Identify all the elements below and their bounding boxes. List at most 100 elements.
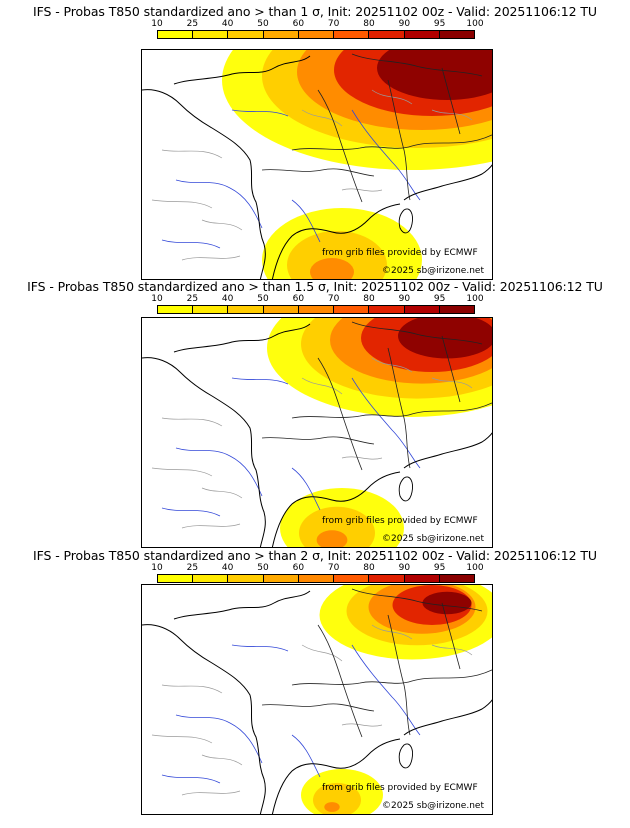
colorbar-tick-label: 25: [186, 19, 199, 29]
colorbar-swatch: [228, 31, 264, 38]
colorbar-swatch: [263, 306, 299, 313]
corsica-outline: [398, 476, 413, 502]
admin-boundary: [161, 684, 223, 694]
admin-boundary: [151, 199, 213, 209]
colorbar-swatch: [334, 575, 370, 582]
coastline: [173, 590, 311, 620]
colorbar-swatch: [369, 575, 405, 582]
colorbar-swatch: [404, 31, 440, 38]
river: [291, 199, 321, 243]
colorbar-tick-label: 50: [257, 19, 269, 29]
admin-boundary: [181, 523, 241, 529]
river: [175, 714, 263, 764]
river: [351, 109, 421, 201]
colorbar-tick-label: 70: [327, 563, 340, 573]
country-border: [317, 357, 363, 471]
country-border: [441, 67, 461, 135]
admin-boundary: [301, 377, 343, 395]
colorbar-swatch: [298, 575, 335, 582]
colorbar-tick-label: 90: [398, 563, 411, 573]
country-border: [291, 402, 492, 419]
colorbar-swatch: [158, 31, 194, 38]
country-border: [261, 168, 375, 177]
colorbar-tick-label: 90: [398, 294, 411, 304]
admin-boundary: [161, 417, 223, 427]
river: [351, 377, 421, 469]
colorbar-tick-label: 40: [221, 19, 234, 29]
colorbar-swatch: [334, 306, 370, 313]
map-canvas: [142, 50, 492, 279]
panel-title: IFS - Probas T850 standardized ano > tha…: [33, 548, 597, 563]
admin-boundary: [181, 255, 241, 261]
colorbar-swatch: [228, 575, 264, 582]
colorbar-tick-label: 95: [433, 294, 446, 304]
coastline: [142, 624, 266, 814]
colorbar-scale: [157, 574, 475, 583]
colorbar-swatch: [298, 306, 335, 313]
country-border: [317, 624, 363, 738]
copyright-credit: ©2025 sb@irizone.net: [382, 534, 484, 544]
river: [231, 377, 289, 385]
river: [161, 507, 221, 517]
admin-boundary: [151, 467, 213, 477]
probability-map: from grib files provided by ECMWF ©2025 …: [141, 584, 493, 815]
admin-boundary: [201, 754, 243, 766]
colorbar-tick-label: 40: [221, 563, 234, 573]
admin-boundary: [301, 644, 343, 662]
colorbar-tick-label: 10: [151, 294, 163, 304]
river: [175, 179, 263, 229]
panel-title: IFS - Probas T850 standardized ano > tha…: [27, 279, 603, 294]
colorbar-tick-label: 80: [363, 563, 375, 573]
country-border: [317, 89, 363, 203]
country-border: [441, 602, 461, 670]
colorbar-tick-label: 25: [186, 294, 199, 304]
country-border: [441, 335, 461, 403]
admin-boundary: [431, 109, 473, 121]
probability-contour: [310, 258, 354, 279]
coastline: [173, 55, 311, 85]
country-border: [351, 53, 483, 77]
colorbar-swatch: [439, 575, 474, 582]
colorbar-swatch: [228, 306, 264, 313]
colorbar-tick-label: 95: [433, 19, 446, 29]
country-border: [387, 347, 411, 469]
admin-boundary: [341, 188, 383, 192]
admin-boundary: [201, 487, 243, 499]
colorbar-swatch: [369, 306, 405, 313]
colorbar-tick-label: 80: [363, 294, 375, 304]
colorbar-swatch: [158, 306, 194, 313]
country-border: [351, 321, 483, 345]
copyright-credit: ©2025 sb@irizone.net: [382, 266, 484, 276]
admin-boundary: [301, 109, 343, 127]
colorbar-swatch: [334, 31, 370, 38]
source-credit: from grib files provided by ECMWF: [322, 248, 478, 258]
coastline: [271, 203, 401, 279]
river: [231, 109, 289, 117]
colorbar-tick-label: 80: [363, 19, 375, 29]
source-credit: from grib files provided by ECMWF: [322, 516, 478, 526]
colorbar-swatch: [158, 575, 194, 582]
colorbar-tick-label: 70: [327, 294, 340, 304]
copyright-credit: ©2025 sb@irizone.net: [382, 801, 484, 811]
colorbar-tick-label: 10: [151, 563, 163, 573]
corsica-outline: [398, 208, 413, 234]
country-border: [261, 703, 375, 712]
country-border: [387, 614, 411, 736]
colorbar-tick-label: 10: [151, 19, 163, 29]
probability-contour: [422, 591, 472, 615]
forecast-panel-1-sigma: IFS - Probas T850 standardized ano > tha…: [0, 4, 630, 280]
colorbar-tick-label: 95: [433, 563, 446, 573]
source-credit: from grib files provided by ECMWF: [322, 783, 478, 793]
admin-boundary: [151, 734, 213, 744]
coastline: [173, 323, 311, 353]
colorbar-swatch: [193, 306, 229, 313]
colorbar-tick-label: 100: [466, 19, 484, 29]
river: [291, 734, 321, 778]
coastline: [403, 432, 492, 469]
colorbar-swatch: [369, 31, 405, 38]
colorbar-tick-label: 100: [466, 294, 484, 304]
admin-boundary: [341, 456, 383, 460]
colorbar-tick-label: 50: [257, 294, 269, 304]
coastline: [271, 738, 401, 814]
admin-boundary: [431, 644, 473, 656]
